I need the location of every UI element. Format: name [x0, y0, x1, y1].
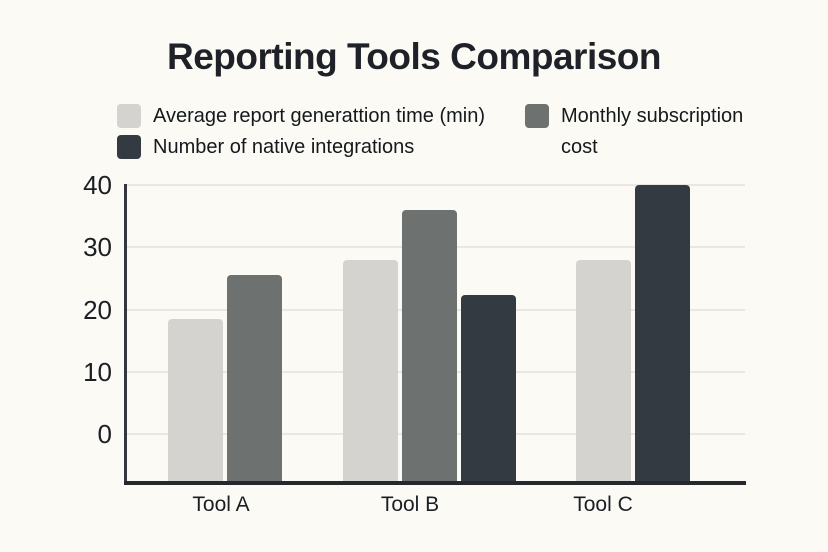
x-axis-category-label-tool-a: Tool A	[192, 493, 250, 516]
x-axis-line	[124, 481, 746, 485]
y-axis-tick-label-0: 0	[97, 419, 112, 449]
legend: Average report generattion time (min) Nu…	[117, 101, 761, 163]
legend-label-avg-report-time: Average report generattion time (min)	[153, 105, 486, 127]
bar-tool-c-series-1	[635, 185, 690, 483]
bar-tool-c-series-0	[576, 260, 631, 483]
bar-tool-b-series-0	[342, 260, 398, 483]
gridline-40	[125, 184, 745, 186]
y-axis-line	[124, 184, 127, 485]
legend-label-native-integrations: Number of native integrations	[153, 136, 415, 158]
bar-tool-b-series-1	[401, 210, 457, 483]
legend-left-column: Average report generattion time (min) Nu…	[117, 101, 525, 163]
bar-tool-a-series-1	[227, 275, 282, 483]
x-axis-category-label-tool-b: Tool B	[380, 493, 440, 516]
x-axis-category-label-tool-c: Tool C	[573, 493, 633, 516]
legend-swatch-light-gray-icon	[117, 104, 141, 128]
legend-item-native-integrations: Number of native integrations	[117, 132, 525, 163]
legend-label-monthly-cost: Monthly subscription cost	[561, 105, 744, 158]
y-axis-tick-label-20: 20	[83, 294, 112, 325]
y-axis-tick-label-30: 30	[83, 232, 112, 263]
y-axis-tick-label-40: 40	[83, 170, 112, 200]
chart-title: Reporting Tools Comparison	[166, 36, 662, 77]
legend-swatch-medium-gray-icon	[525, 104, 549, 128]
plot-area	[125, 184, 745, 483]
legend-item-avg-report-time: Average report generattion time (min)	[117, 101, 525, 132]
y-axis-tick-label-10: 10	[83, 356, 112, 387]
legend-swatch-dark-slate-icon	[117, 135, 141, 159]
bar-tool-b-series-2	[460, 295, 516, 483]
legend-item-monthly-cost: Monthly subscription cost	[525, 101, 761, 163]
bar-tool-a-series-0	[168, 319, 223, 483]
